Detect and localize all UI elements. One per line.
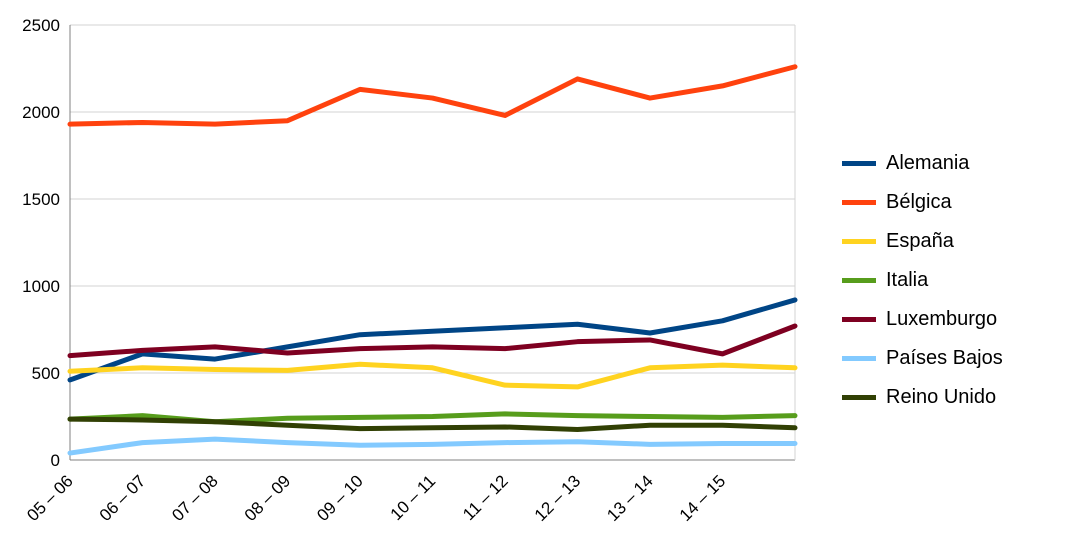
legend-item-luxemburgo: Luxemburgo: [842, 300, 1003, 339]
x-tick-label: 13 – 14: [603, 471, 657, 525]
legend-label-alemania: Alemania: [886, 152, 970, 174]
series-line-reino-unido: [67, 416, 798, 433]
y-tick-label: 0: [51, 451, 60, 470]
y-tick-label: 500: [32, 364, 60, 383]
legend-label-belgica: Bélgica: [886, 191, 952, 213]
series-line-luxemburgo: [67, 323, 798, 359]
x-tick-label: 12 – 13: [531, 471, 585, 525]
legend-label-luxemburgo: Luxemburgo: [886, 308, 998, 330]
legend-item-alemania: Alemania: [842, 144, 1003, 183]
x-tick-label: 08 – 09: [241, 471, 295, 525]
legend-swatch-luxemburgo: [842, 317, 876, 322]
x-tick-label: 09 – 10: [313, 471, 367, 525]
legend-label-espana: España: [886, 230, 954, 252]
legend-swatch-italia: [842, 278, 876, 283]
series-line-alemania: [67, 297, 798, 383]
x-tick-label: 07 – 08: [168, 471, 222, 525]
legend-swatch-espana: [842, 239, 876, 244]
y-tick-label: 2500: [22, 16, 60, 35]
legend-swatch-alemania: [842, 161, 876, 166]
x-tick-label: 11 – 12: [459, 471, 512, 524]
legend-label-italia: Italia: [886, 269, 929, 291]
chart-legend: Alemania Bélgica España Italia Luxemburg…: [842, 144, 1003, 417]
legend-item-espana: España: [842, 222, 1003, 261]
y-tick-label: 1000: [22, 277, 60, 296]
series-line-bélgica: [67, 64, 798, 127]
series-line-países-bajos: [67, 436, 798, 456]
legend-item-italia: Italia: [842, 261, 1003, 300]
y-tick-label: 1500: [22, 190, 60, 209]
legend-swatch-paises-bajos: [842, 356, 876, 361]
legend-swatch-belgica: [842, 200, 876, 205]
legend-label-paises-bajos: Países Bajos: [886, 347, 1003, 369]
x-tick-label: 14 – 15: [676, 471, 730, 525]
x-tick-label: 06 – 07: [96, 471, 150, 525]
legend-item-reino-unido: Reino Unido: [842, 378, 1003, 417]
x-tick-label: 05 – 06: [23, 471, 77, 525]
x-tick-label: 10 – 11: [387, 471, 440, 524]
legend-item-paises-bajos: Países Bajos: [842, 339, 1003, 378]
series-line-españa: [67, 361, 798, 390]
y-tick-label: 2000: [22, 103, 60, 122]
legend-swatch-reino-unido: [842, 395, 876, 400]
legend-item-belgica: Bélgica: [842, 183, 1003, 222]
legend-label-reino-unido: Reino Unido: [886, 386, 997, 408]
